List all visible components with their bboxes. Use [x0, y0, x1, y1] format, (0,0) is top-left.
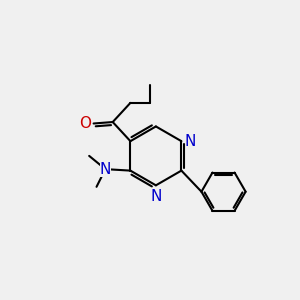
- Text: N: N: [185, 134, 196, 149]
- Text: O: O: [79, 116, 91, 131]
- Text: N: N: [150, 189, 162, 204]
- Text: N: N: [100, 162, 111, 177]
